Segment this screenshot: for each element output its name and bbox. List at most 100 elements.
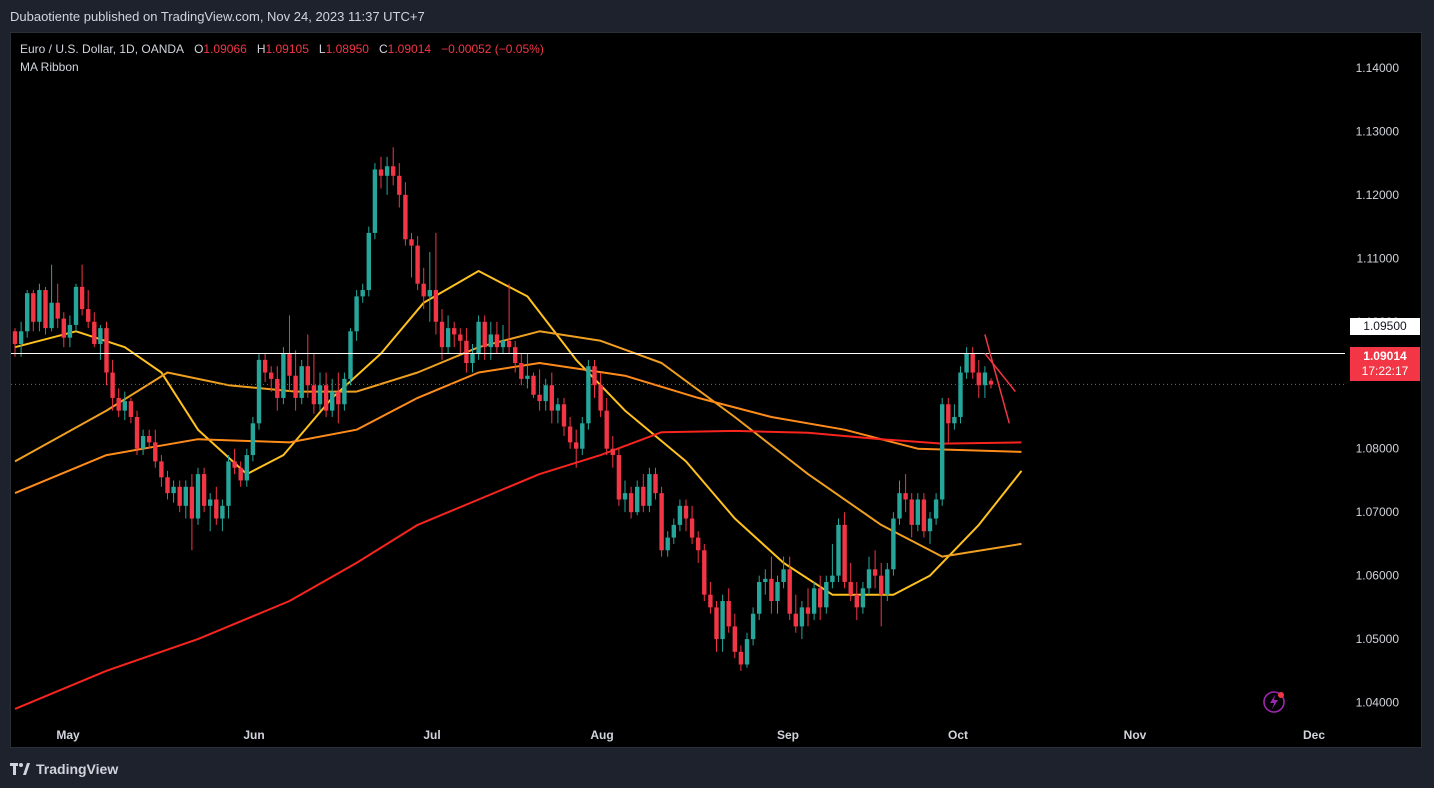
publish-header: Dubaotiente published on TradingView.com…: [0, 0, 1434, 32]
candle-up: [98, 324, 103, 360]
candle-up: [555, 397, 561, 424]
candle-down: [323, 372, 329, 417]
candle-up: [964, 347, 969, 379]
candle-down: [854, 581, 859, 621]
candle-down: [110, 359, 115, 411]
wedge-trendline-2: [984, 353, 1016, 393]
time-tick-label: Aug: [590, 728, 613, 742]
candle-up: [67, 315, 73, 348]
candle-up: [348, 328, 353, 386]
candle-body: [933, 499, 939, 519]
candle-body: [696, 537, 701, 551]
candle-body: [476, 321, 481, 354]
candle-body: [842, 524, 847, 582]
candle-body: [238, 467, 243, 481]
lightning-icon[interactable]: [1262, 690, 1286, 714]
candle-body: [927, 518, 933, 532]
candle-body: [781, 569, 786, 582]
candle-body: [445, 328, 451, 348]
candle-body: [391, 166, 396, 176]
candle-body: [513, 347, 518, 364]
candle-body: [787, 569, 792, 614]
candle-body: [134, 416, 140, 449]
candle-down: [641, 474, 646, 513]
candle-body: [604, 410, 609, 449]
candle-up: [476, 315, 481, 360]
candle-down: [177, 480, 182, 513]
candle-body: [287, 353, 292, 376]
candle-body: [269, 372, 274, 379]
candle-body: [921, 499, 927, 532]
candle-up: [586, 359, 591, 430]
tradingview-brand[interactable]: TradingView: [10, 761, 118, 777]
candle-up: [226, 455, 231, 519]
candle-up: [580, 416, 585, 456]
candle-body: [757, 581, 762, 614]
ma-line-4: [14, 429, 1022, 710]
candle-down: [12, 328, 18, 357]
candle-body: [98, 328, 103, 344]
candle-body: [49, 302, 54, 329]
symbol-legend-row[interactable]: Euro / U.S. Dollar, 1D, OANDA O1.09066 H…: [20, 40, 544, 58]
candle-up: [140, 429, 146, 456]
candle-body: [982, 372, 988, 386]
low-value: 1.08950: [325, 42, 369, 56]
candle-down: [128, 397, 134, 424]
candle-body: [683, 505, 689, 519]
time-tick-label: Jul: [423, 728, 440, 742]
candle-body: [970, 353, 975, 373]
price-chart[interactable]: 1.140001.130001.120001.110001.100001.080…: [11, 33, 1421, 747]
candle-body: [653, 474, 658, 494]
ma-line-3: [14, 362, 1022, 495]
candle-up: [195, 467, 201, 525]
candle-down: [793, 594, 798, 633]
candle-body: [946, 404, 951, 424]
candle-body: [275, 378, 280, 398]
candle-body: [18, 331, 24, 344]
candle-down: [116, 388, 121, 417]
candle-down: [421, 267, 426, 310]
candle-body: [543, 385, 548, 402]
candle-down: [165, 470, 170, 500]
ma-line-1: [14, 270, 1023, 596]
price-axis[interactable]: 1.140001.130001.120001.110001.100001.080…: [1356, 61, 1400, 710]
candle-body: [976, 372, 981, 386]
level-line-price-tag: 1.09500: [1350, 318, 1420, 335]
candle-body: [952, 416, 957, 424]
candle-body: [86, 309, 91, 322]
candle-up: [647, 467, 652, 513]
candlestick-series: [12, 147, 994, 671]
candle-body: [555, 404, 561, 411]
candle-body: [433, 290, 439, 322]
candle-body: [415, 245, 420, 284]
candle-body: [25, 293, 30, 332]
candle-body: [220, 505, 225, 519]
candle-down: [336, 372, 341, 424]
candle-up: [775, 575, 780, 614]
high-value: 1.09105: [265, 42, 309, 56]
candle-down: [494, 321, 500, 354]
candle-up: [866, 556, 872, 595]
candle-body: [366, 232, 371, 291]
candle-body: [458, 334, 463, 341]
candle-body: [940, 404, 945, 500]
last-price-tag: 1.09014 17:22:17: [1350, 347, 1420, 381]
candle-down: [305, 334, 310, 398]
brand-name: TradingView: [36, 761, 119, 777]
chart-pane[interactable]: 1.140001.130001.120001.110001.100001.080…: [10, 32, 1422, 748]
candle-body: [866, 569, 872, 589]
symbol-title: Euro / U.S. Dollar, 1D, OANDA: [20, 42, 185, 56]
candle-down: [988, 378, 994, 389]
time-axis[interactable]: May Jun Jul Aug Sep Oct Nov Dec: [56, 728, 1325, 742]
candle-body: [208, 499, 213, 506]
candle-down: [696, 531, 701, 563]
candle-body: [586, 366, 591, 424]
indicator-legend-row[interactable]: MA Ribbon: [20, 58, 544, 76]
candle-body: [775, 581, 780, 602]
candle-up: [940, 397, 945, 506]
last-price: 1.09014: [1363, 349, 1407, 363]
candle-body: [110, 372, 115, 398]
footer-bar: TradingView: [0, 748, 1434, 788]
candle-body: [104, 328, 109, 373]
drawings[interactable]: [11, 334, 1345, 424]
